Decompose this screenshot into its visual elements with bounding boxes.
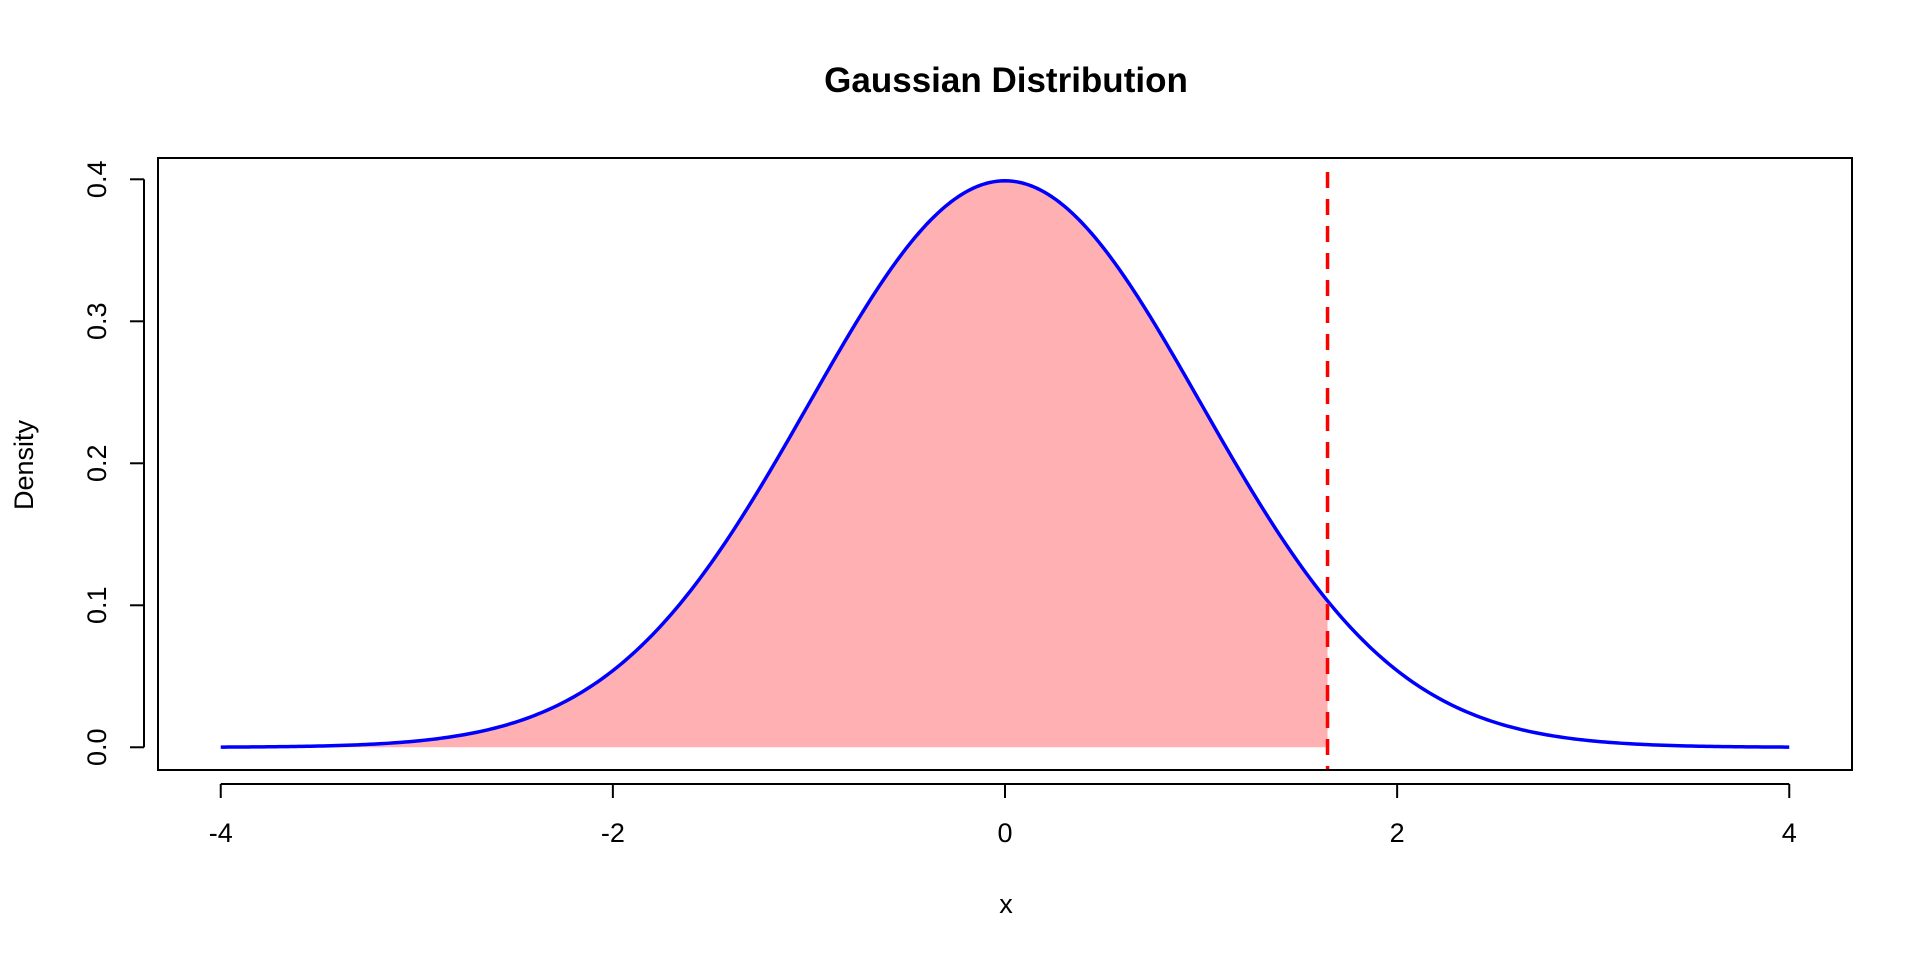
shaded-area [220,180,1328,748]
plot-frame [157,157,1853,771]
y-tick-label: 0.2 [82,445,112,483]
y-tick-label: 0.3 [82,303,112,341]
x-tick-label: 4 [1782,818,1797,848]
x-axis-label: x [999,889,1013,919]
x-tick-label: -4 [209,818,233,848]
x-tick-label: 2 [1390,818,1405,848]
axes-layer: -4 -2 0 2 4 0.0 0.1 0.2 0.3 0.4 [82,157,1853,848]
y-tick-label: 0.0 [82,729,112,767]
y-axis-label: Density [9,419,39,510]
x-tick-label: 0 [997,818,1012,848]
y-tick-label: 0.1 [82,587,112,625]
chart-title: Gaussian Distribution [824,61,1188,100]
y-tick-label: 0.4 [82,161,112,199]
x-tick-label: -2 [601,818,625,848]
density-curve [220,179,1790,749]
plot-layer [220,172,1790,770]
